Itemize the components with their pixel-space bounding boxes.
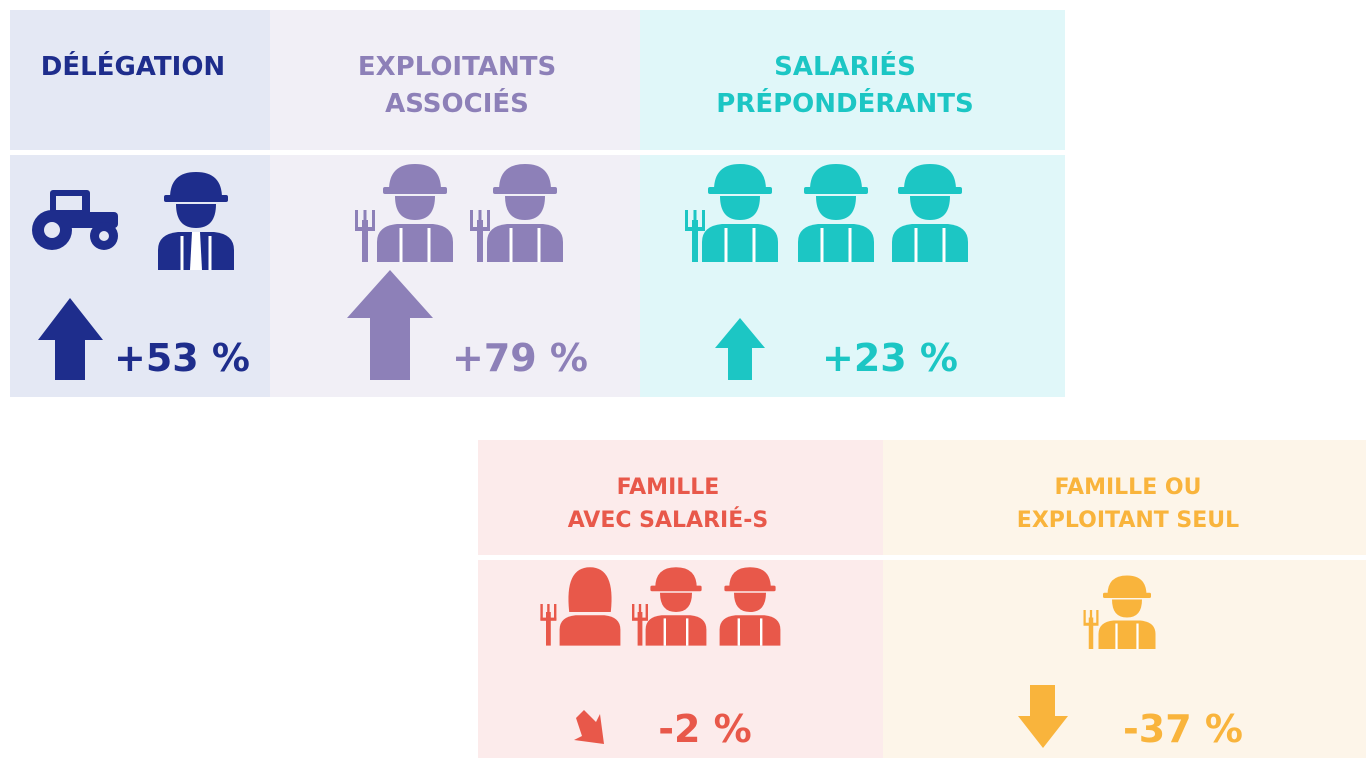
panel-title: FAMILLE OU	[1055, 475, 1202, 500]
up-arrow	[715, 318, 765, 380]
up-arrow	[38, 298, 103, 380]
worker-icon	[540, 567, 621, 646]
down-right-arrow	[574, 710, 604, 744]
up-arrow	[347, 270, 433, 380]
panel-body	[640, 155, 1065, 397]
panel-title: ASSOCIÉS	[385, 87, 529, 119]
tractor-icon	[32, 190, 118, 250]
change-value: -2 %	[658, 707, 752, 751]
panel-header	[270, 10, 640, 150]
panel-header	[478, 440, 883, 555]
panel-body	[270, 155, 640, 397]
panel-title: FAMILLE	[617, 475, 720, 500]
change-value: +79 %	[452, 336, 588, 380]
panel-title: DÉLÉGATION	[41, 50, 225, 82]
panel-header	[10, 10, 270, 150]
change-value: -37 %	[1123, 707, 1243, 751]
down-arrow	[1018, 685, 1068, 748]
panel-title: EXPLOITANT SEUL	[1017, 508, 1239, 533]
panel-title: SALARIÉS	[774, 50, 916, 82]
panel-title: EXPLOITANTS	[358, 52, 556, 82]
worker-icon	[156, 170, 236, 272]
panel-header	[640, 10, 1065, 150]
panel-header	[883, 440, 1366, 555]
change-value: +23 %	[822, 336, 958, 380]
change-value: +53 %	[114, 336, 250, 380]
panel-title: AVEC SALARIÉ-S	[568, 507, 768, 533]
panel-title: PRÉPONDÉRANTS	[716, 87, 973, 119]
